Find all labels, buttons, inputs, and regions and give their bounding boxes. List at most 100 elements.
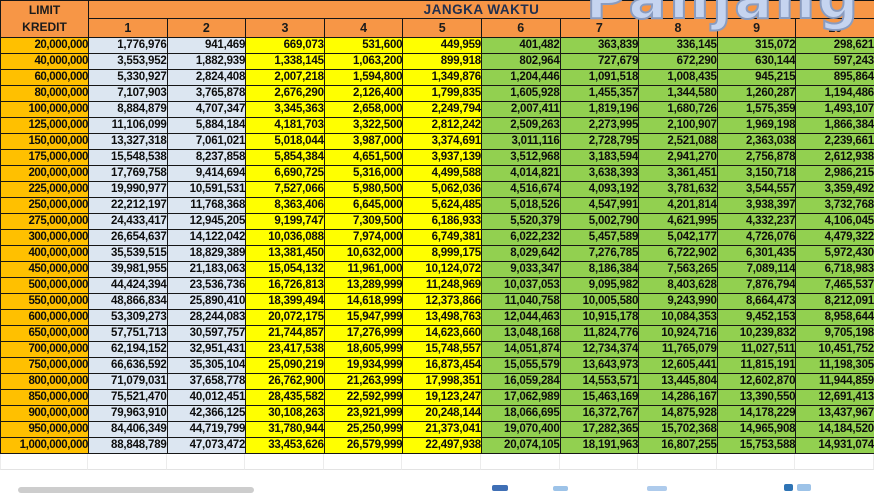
installment-cell: 44,424,394 [89,278,168,294]
installment-cell: 298,621 [796,38,874,54]
installment-cell: 15,947,999 [324,310,403,326]
limit-cell: 60,000,000 [1,70,89,86]
installment-cell: 14,875,928 [639,406,718,422]
installment-cell: 1,866,384 [796,118,874,134]
installment-cell: 28,435,582 [246,390,325,406]
installment-cell: 5,002,790 [560,214,639,230]
installment-cell: 597,243 [796,54,874,70]
cropped-blue-text-fragment [647,486,667,491]
cropped-blue-text-fragment [797,484,811,491]
installment-cell: 1,338,145 [246,54,325,70]
installment-cell: 12,602,870 [717,374,796,390]
installment-cell: 449,959 [403,38,482,54]
installment-cell: 1,575,359 [717,102,796,118]
installment-cell: 14,623,660 [403,326,482,342]
installment-cell: 5,316,000 [324,166,403,182]
installment-cell: 6,301,435 [717,246,796,262]
empty-cell [167,454,246,470]
installment-cell: 3,374,691 [403,134,482,150]
installment-cell: 17,769,758 [89,166,168,182]
installment-cell: 3,987,000 [324,134,403,150]
installment-cell: 28,244,083 [167,310,246,326]
installment-cell: 2,007,411 [481,102,560,118]
tenor-column-header: 6 [481,19,560,38]
limit-cell: 400,000,000 [1,246,89,262]
installment-cell: 3,765,878 [167,86,246,102]
installment-cell: 7,276,785 [560,246,639,262]
installment-cell: 4,106,045 [796,214,874,230]
installment-cell: 35,539,515 [89,246,168,262]
installment-cell: 4,181,703 [246,118,325,134]
installment-cell: 17,276,999 [324,326,403,342]
installment-cell: 17,062,989 [481,390,560,406]
installment-cell: 14,122,042 [167,230,246,246]
installment-cell: 6,718,983 [796,262,874,278]
installment-cell: 42,366,125 [167,406,246,422]
installment-cell: 895,864 [796,70,874,86]
installment-cell: 3,361,451 [639,166,718,182]
installment-cell: 4,651,500 [324,150,403,166]
installment-cell: 1,969,198 [717,118,796,134]
installment-cell: 8,186,384 [560,262,639,278]
installment-cell: 10,036,088 [246,230,325,246]
installment-cell: 25,890,410 [167,294,246,310]
installment-cell: 20,074,105 [481,438,560,454]
installment-cell: 13,327,318 [89,134,168,150]
limit-cell: 100,000,000 [1,102,89,118]
installment-cell: 5,624,485 [403,198,482,214]
installment-cell: 22,592,999 [324,390,403,406]
installment-cell: 5,457,589 [560,230,639,246]
installment-cell: 10,924,716 [639,326,718,342]
installment-cell: 2,756,878 [717,150,796,166]
installment-cell: 10,239,832 [717,326,796,342]
installment-cell: 4,547,991 [560,198,639,214]
installment-cell: 5,972,430 [796,246,874,262]
installment-cell: 5,520,379 [481,214,560,230]
installment-cell: 32,951,431 [167,342,246,358]
installment-cell: 10,915,178 [560,310,639,326]
installment-cell: 8,237,858 [167,150,246,166]
installment-cell: 2,612,938 [796,150,874,166]
installment-cell: 669,073 [246,38,325,54]
installment-cell: 15,548,538 [89,150,168,166]
installment-cell: 13,498,763 [403,310,482,326]
installment-cell: 672,290 [639,54,718,70]
limit-label: LIMIT [1,2,88,19]
tenor-column-header: 5 [403,19,482,38]
cropped-gray-bar [18,487,254,493]
installment-cell: 5,330,927 [89,70,168,86]
installment-cell: 4,479,322 [796,230,874,246]
tenor-column-header: 4 [324,19,403,38]
installment-cell: 26,762,900 [246,374,325,390]
installment-cell: 26,654,637 [89,230,168,246]
installment-cell: 11,765,079 [639,342,718,358]
installment-cell: 15,748,557 [403,342,482,358]
installment-cell: 3,150,718 [717,166,796,182]
installment-cell: 57,751,713 [89,326,168,342]
installment-cell: 79,963,910 [89,406,168,422]
empty-spreadsheet-row [0,454,874,470]
limit-cell: 125,000,000 [1,118,89,134]
installment-cell: 3,781,632 [639,182,718,198]
installment-cell: 1,349,876 [403,70,482,86]
installment-cell: 8,212,091 [796,294,874,310]
tenor-column-header: 9 [717,19,796,38]
tenor-column-header: 3 [246,19,325,38]
installment-cell: 10,037,053 [481,278,560,294]
installment-cell: 13,289,999 [324,278,403,294]
installment-cell: 7,107,903 [89,86,168,102]
limit-cell: 700,000,000 [1,342,89,358]
installment-cell: 12,734,374 [560,342,639,358]
installment-cell: 30,108,263 [246,406,325,422]
installment-cell: 7,527,066 [246,182,325,198]
installment-cell: 3,553,952 [89,54,168,70]
installment-cell: 2,363,038 [717,134,796,150]
installment-cell: 945,215 [717,70,796,86]
installment-cell: 11,248,969 [403,278,482,294]
installment-cell: 4,707,347 [167,102,246,118]
